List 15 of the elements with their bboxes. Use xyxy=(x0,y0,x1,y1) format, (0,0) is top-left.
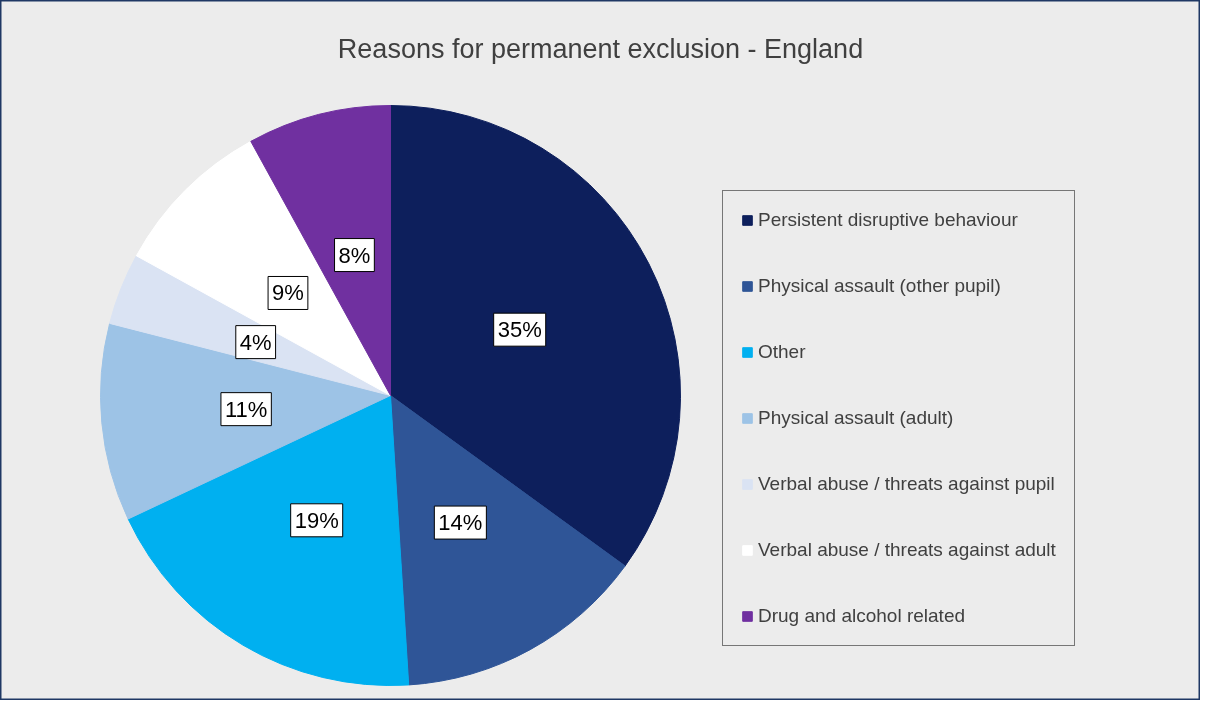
data-label: 11% xyxy=(224,396,268,422)
data-label: 9% xyxy=(272,280,304,306)
data-label: 35% xyxy=(497,317,542,343)
legend-label: Persistent disruptive behaviour xyxy=(758,209,1018,231)
legend-label: Physical assault (other pupil) xyxy=(758,275,1001,297)
data-label: 14% xyxy=(438,510,483,536)
legend-label: Verbal abuse / threats against pupil xyxy=(758,473,1055,495)
data-label: 4% xyxy=(239,329,272,355)
chart-title: Reasons for permanent exclusion - England xyxy=(337,33,864,64)
legend-label: Verbal abuse / threats against adult xyxy=(758,539,1056,561)
legend-label: Other xyxy=(758,341,806,363)
data-label: 19% xyxy=(294,507,339,533)
legend-label: Drug and alcohol related xyxy=(758,605,966,627)
data-label: 8% xyxy=(338,242,371,268)
legend-label: Physical assault (adult) xyxy=(758,407,954,429)
